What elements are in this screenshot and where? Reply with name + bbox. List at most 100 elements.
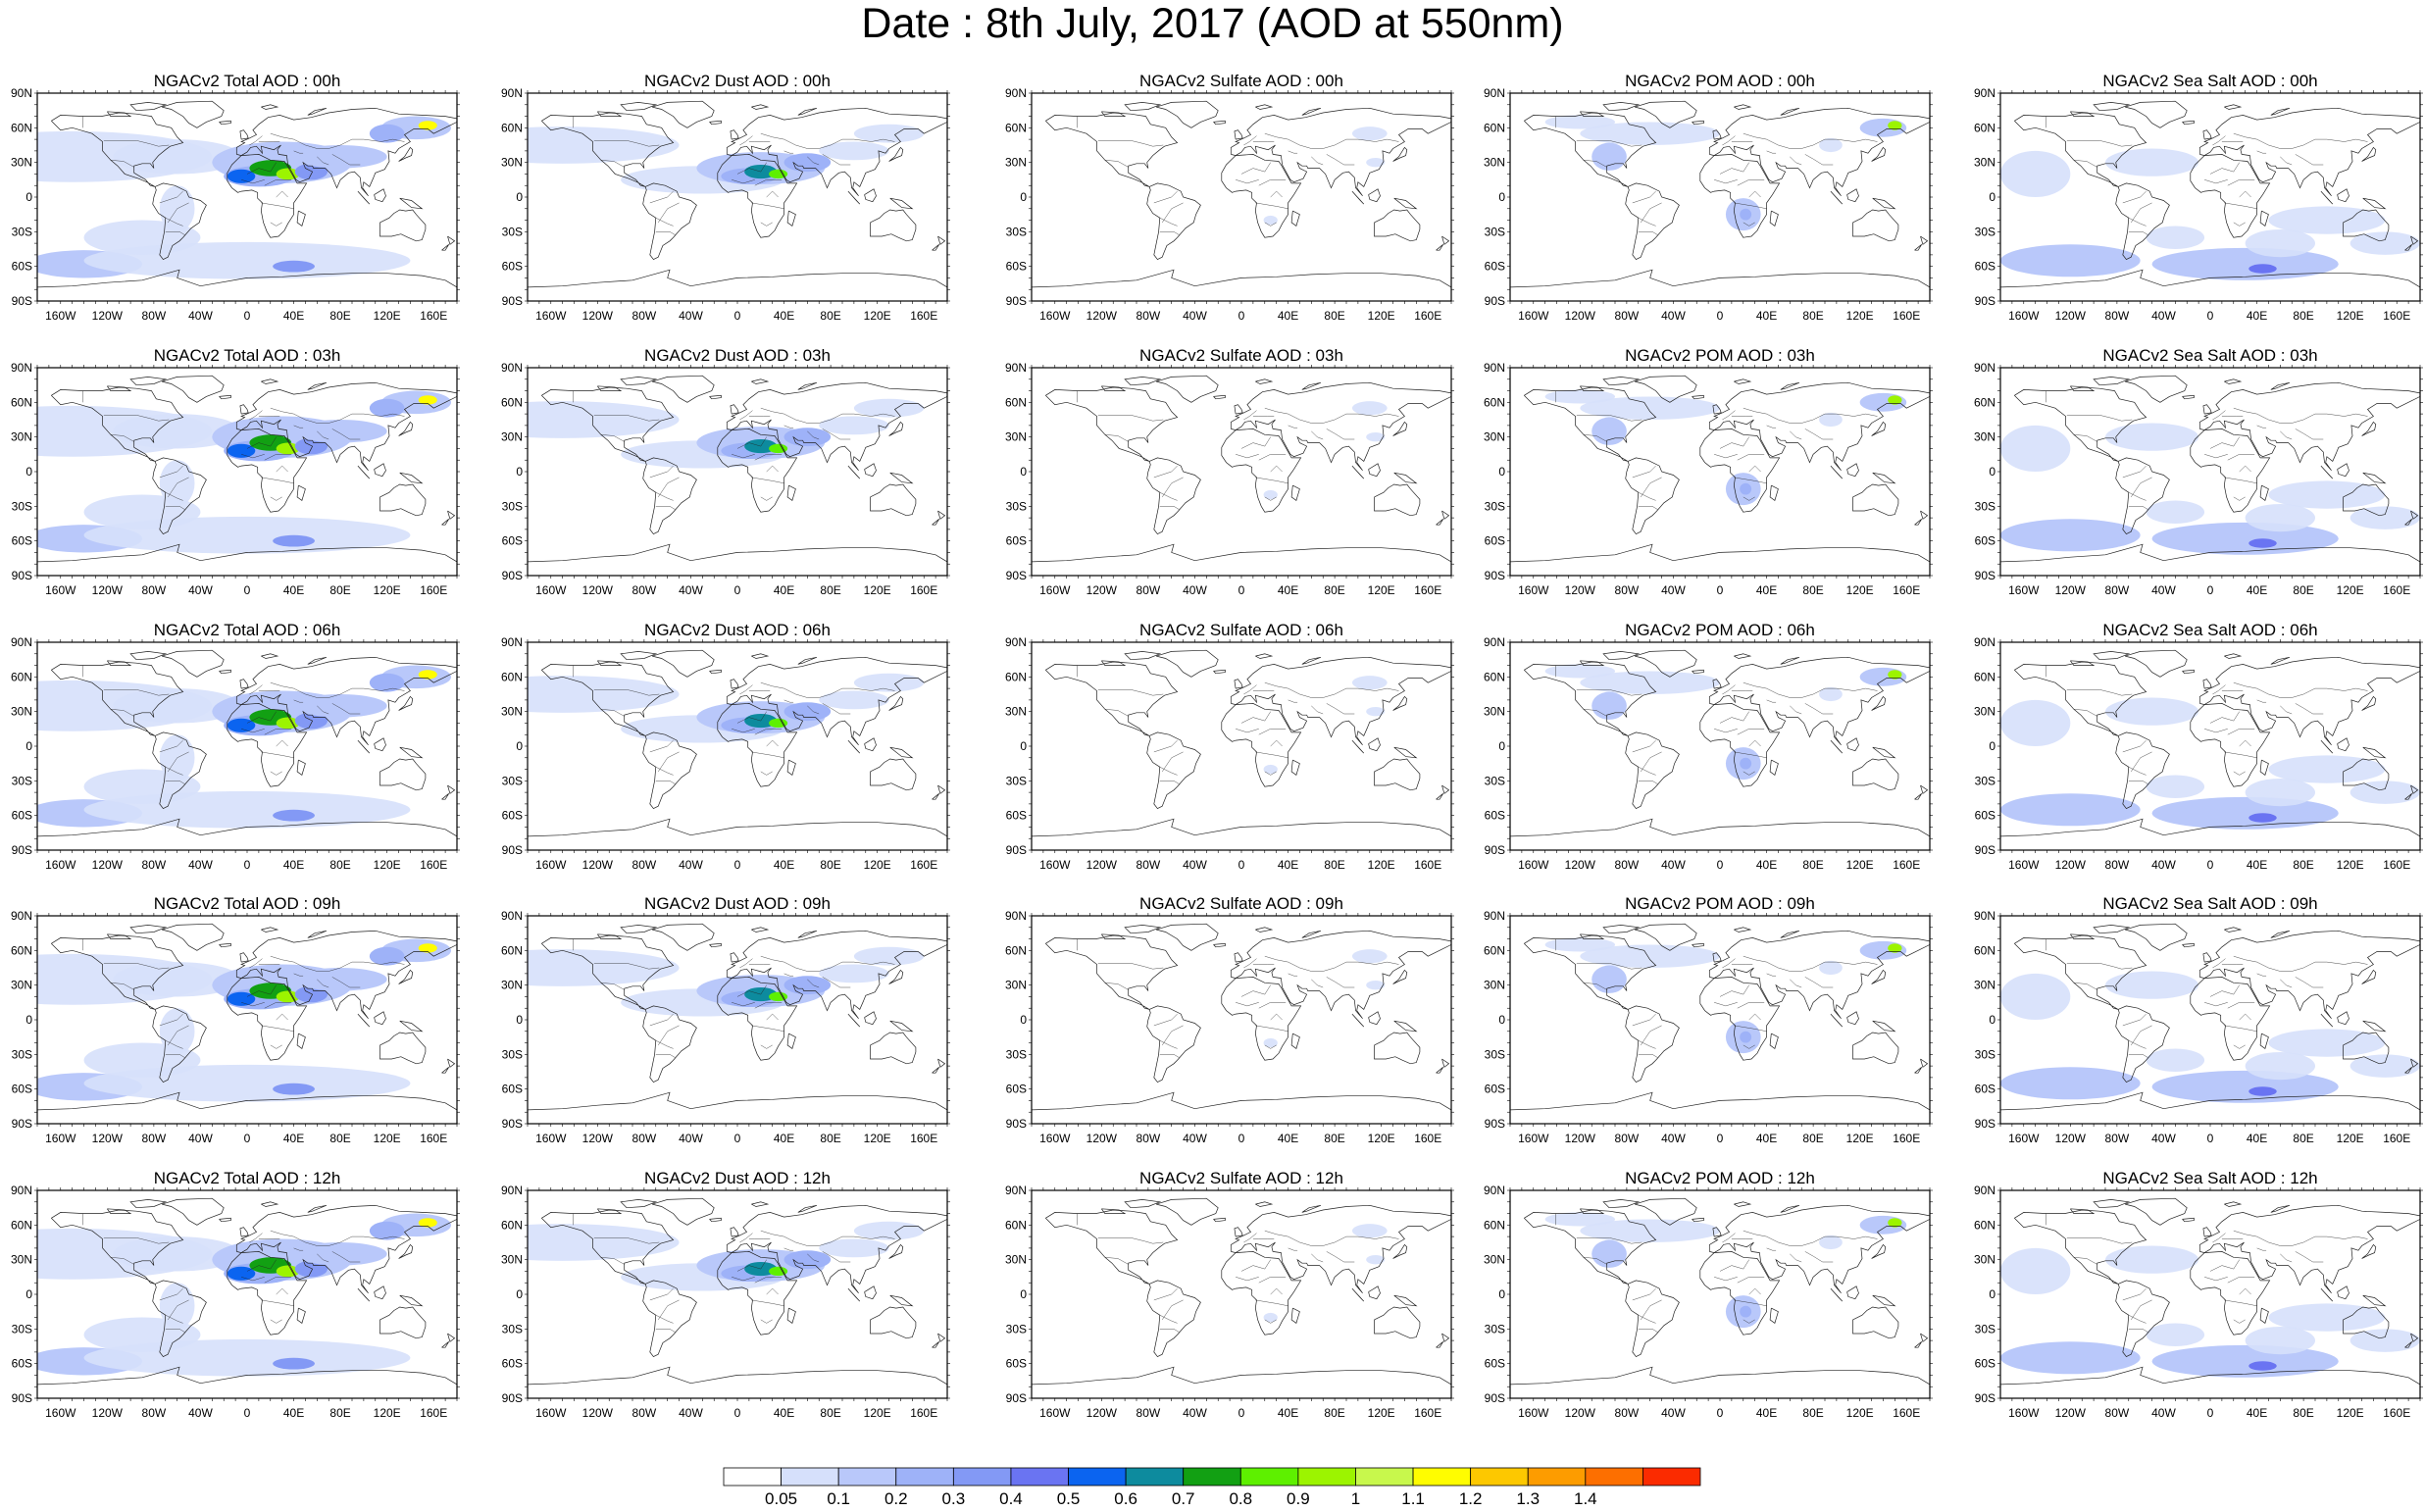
- coastline: [37, 818, 457, 837]
- coastline: [235, 1204, 457, 1294]
- longitude-tick-label: 120E: [1846, 583, 1874, 597]
- country-border: [1270, 739, 1283, 747]
- latitude-tick-label: 30N: [1005, 156, 1027, 170]
- country-border: [276, 1013, 288, 1021]
- country-border: [1638, 1040, 1656, 1049]
- latitude-tick-label: 90N: [1974, 86, 1996, 100]
- country-border: [732, 729, 755, 733]
- latitude-tick-label: 60S: [502, 260, 523, 274]
- latitude-tick-label: 0: [1498, 465, 1505, 479]
- coastline: [1524, 386, 1657, 462]
- country-border: [1264, 1231, 1399, 1246]
- aod-region: [853, 946, 925, 966]
- coastline: [1255, 104, 1274, 110]
- country-border: [276, 739, 288, 747]
- longitude-tick-label: 120W: [1565, 858, 1596, 872]
- coastlines: [2000, 375, 2420, 563]
- latitude-tick-label: 60S: [12, 1357, 32, 1371]
- latitude-tick-label: 90N: [1974, 909, 1996, 923]
- aod-region: [227, 169, 256, 183]
- coastline: [107, 660, 132, 666]
- country-border: [1240, 1259, 1271, 1272]
- coastline: [1290, 759, 1300, 776]
- longitude-tick-label: 160E: [1893, 858, 1920, 872]
- longitude-tick-label: 40E: [1756, 1132, 1777, 1145]
- coastline: [717, 428, 798, 513]
- aod-region: [273, 260, 315, 273]
- coastline: [528, 1091, 947, 1111]
- country-border: [2233, 133, 2368, 149]
- longitude-tick-label: 40W: [188, 309, 213, 323]
- coastline: [261, 653, 279, 659]
- latitude-tick-label: 90S: [1006, 569, 1027, 582]
- latitude-tick-label: 60N: [501, 670, 523, 683]
- country-border: [1638, 231, 1659, 236]
- country-border: [1326, 154, 1355, 166]
- latitude-tick-label: 60S: [1975, 534, 1996, 548]
- country-border: [2212, 410, 2226, 421]
- longitude-tick-label: 160W: [2008, 309, 2040, 323]
- aod-region: [1819, 412, 1843, 428]
- coastlines: [2000, 1197, 2420, 1386]
- country-border: [593, 1237, 660, 1244]
- country-border: [1790, 705, 1802, 715]
- longitude-tick-label: 80E: [820, 1406, 840, 1420]
- latitude-tick-label: 60S: [1006, 534, 1027, 548]
- coastline: [709, 942, 722, 948]
- latitude-tick-label: 30N: [501, 1253, 523, 1267]
- coastline: [399, 746, 424, 759]
- country-border: [249, 958, 263, 969]
- longitude-tick-label: 80E: [1802, 583, 1823, 597]
- coastlines: [2000, 100, 2420, 288]
- aod-region: [819, 416, 889, 435]
- panel-title: NGACv2 Sea Salt AOD : 12h: [2102, 1169, 2318, 1187]
- country-border: [2073, 983, 2097, 990]
- coastline: [2190, 977, 2271, 1061]
- longitude-tick-label: 160E: [1893, 309, 1920, 323]
- country-border: [1576, 415, 1642, 422]
- country-border: [1638, 1054, 1659, 1059]
- coastlines: [528, 375, 947, 563]
- latitude-tick-label: 0: [1989, 465, 1996, 479]
- aod-region: [1819, 960, 1843, 976]
- country-border: [1743, 408, 1878, 424]
- coastline: [1392, 146, 1408, 162]
- country-border: [2128, 218, 2147, 227]
- longitude-tick-label: 40W: [679, 858, 703, 872]
- country-border: [1638, 506, 1659, 511]
- aod-region: [2000, 244, 2141, 277]
- colorbar-label: 0.4: [999, 1489, 1023, 1508]
- coastline: [1846, 737, 1859, 752]
- coastline: [1635, 1197, 1697, 1226]
- map-panel: NGACv2 POM AOD : 00h 90N 60N 30N 0 30S 60S 90S 1…: [1484, 72, 1981, 336]
- coastline: [1436, 1067, 1443, 1074]
- coastline: [2093, 925, 2131, 934]
- coastline: [2070, 385, 2096, 391]
- coastline: [2070, 933, 2096, 939]
- coastline: [2259, 210, 2269, 227]
- country-border: [165, 1315, 183, 1324]
- aod-region: [2151, 522, 2339, 555]
- longitude-tick-label: 160W: [45, 1406, 76, 1420]
- latitude-tick-label: 60S: [502, 809, 523, 823]
- aod-region: [1580, 1219, 1720, 1242]
- aod-region: [113, 1236, 242, 1272]
- longitude-tick-label: 120W: [2055, 583, 2087, 597]
- map-background: [528, 1190, 947, 1398]
- latitude-tick-label: 30S: [1006, 774, 1027, 787]
- latitude-tick-label: 90N: [1974, 361, 1996, 375]
- coastline: [1852, 758, 1899, 791]
- latitude-tick-label: 60N: [1005, 1218, 1027, 1232]
- longitude-tick-label: 120E: [374, 1406, 401, 1420]
- longitude-tick-label: 120E: [1846, 309, 1874, 323]
- panel-title: NGACv2 Dust AOD : 09h: [644, 894, 831, 913]
- longitude-tick-label: 40W: [188, 1132, 213, 1145]
- coastline: [307, 381, 327, 390]
- longitude-tick-label: 40W: [1183, 1406, 1207, 1420]
- longitude-tick-label: 40E: [1756, 309, 1777, 323]
- coastline: [296, 759, 306, 776]
- latitude-tick-label: 30N: [1005, 705, 1027, 719]
- country-border: [655, 767, 674, 776]
- coastline: [726, 930, 947, 1020]
- aod-region: [418, 943, 437, 953]
